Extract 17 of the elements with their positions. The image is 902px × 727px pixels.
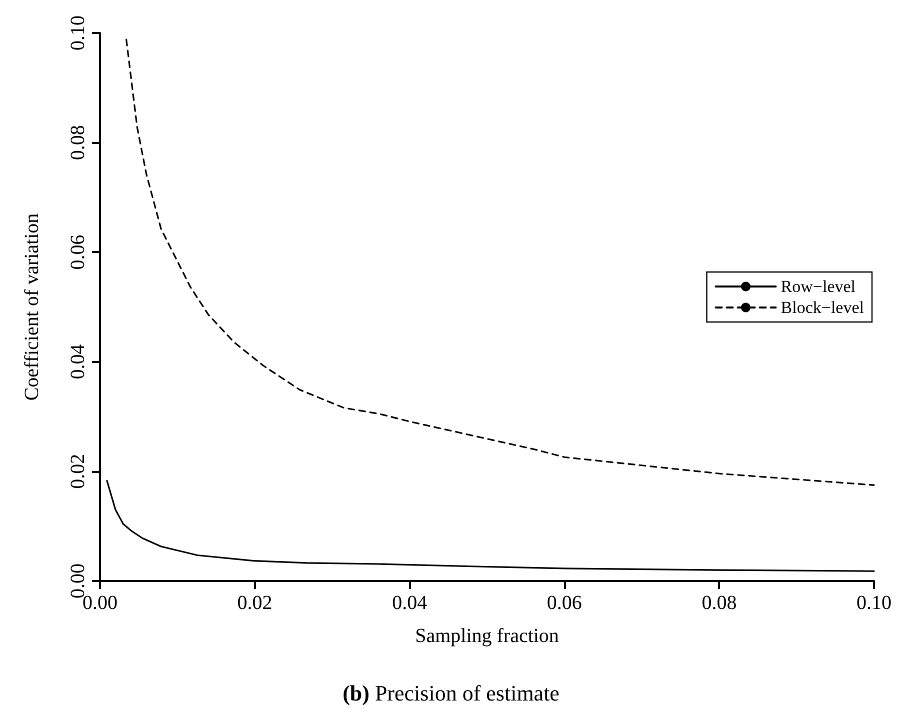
y-axis-title: Coefficient of variation bbox=[21, 213, 43, 401]
legend-label: Row−level bbox=[780, 277, 856, 296]
x-tick-label: 0.04 bbox=[392, 592, 428, 614]
text: (b) Precision of estimate bbox=[342, 680, 560, 706]
y-tick-label: 0.04 bbox=[67, 344, 89, 380]
legend-label: Block−level bbox=[780, 298, 864, 317]
x-tick-label: 0.06 bbox=[546, 592, 582, 614]
x-axis-title: Sampling fraction bbox=[415, 625, 559, 647]
x-tick-label: 0.08 bbox=[702, 592, 737, 614]
y-tick-label: 0.08 bbox=[67, 125, 89, 160]
y-tick-label: 0.06 bbox=[67, 234, 89, 270]
x-tick-label: 0.10 bbox=[856, 592, 892, 614]
y-tick-label: 0.10 bbox=[67, 16, 89, 50]
line-series bbox=[126, 38, 875, 486]
y-tick-label: 0.02 bbox=[67, 454, 89, 489]
x-tick-label: 0.02 bbox=[237, 592, 272, 614]
line-series bbox=[106, 480, 875, 572]
